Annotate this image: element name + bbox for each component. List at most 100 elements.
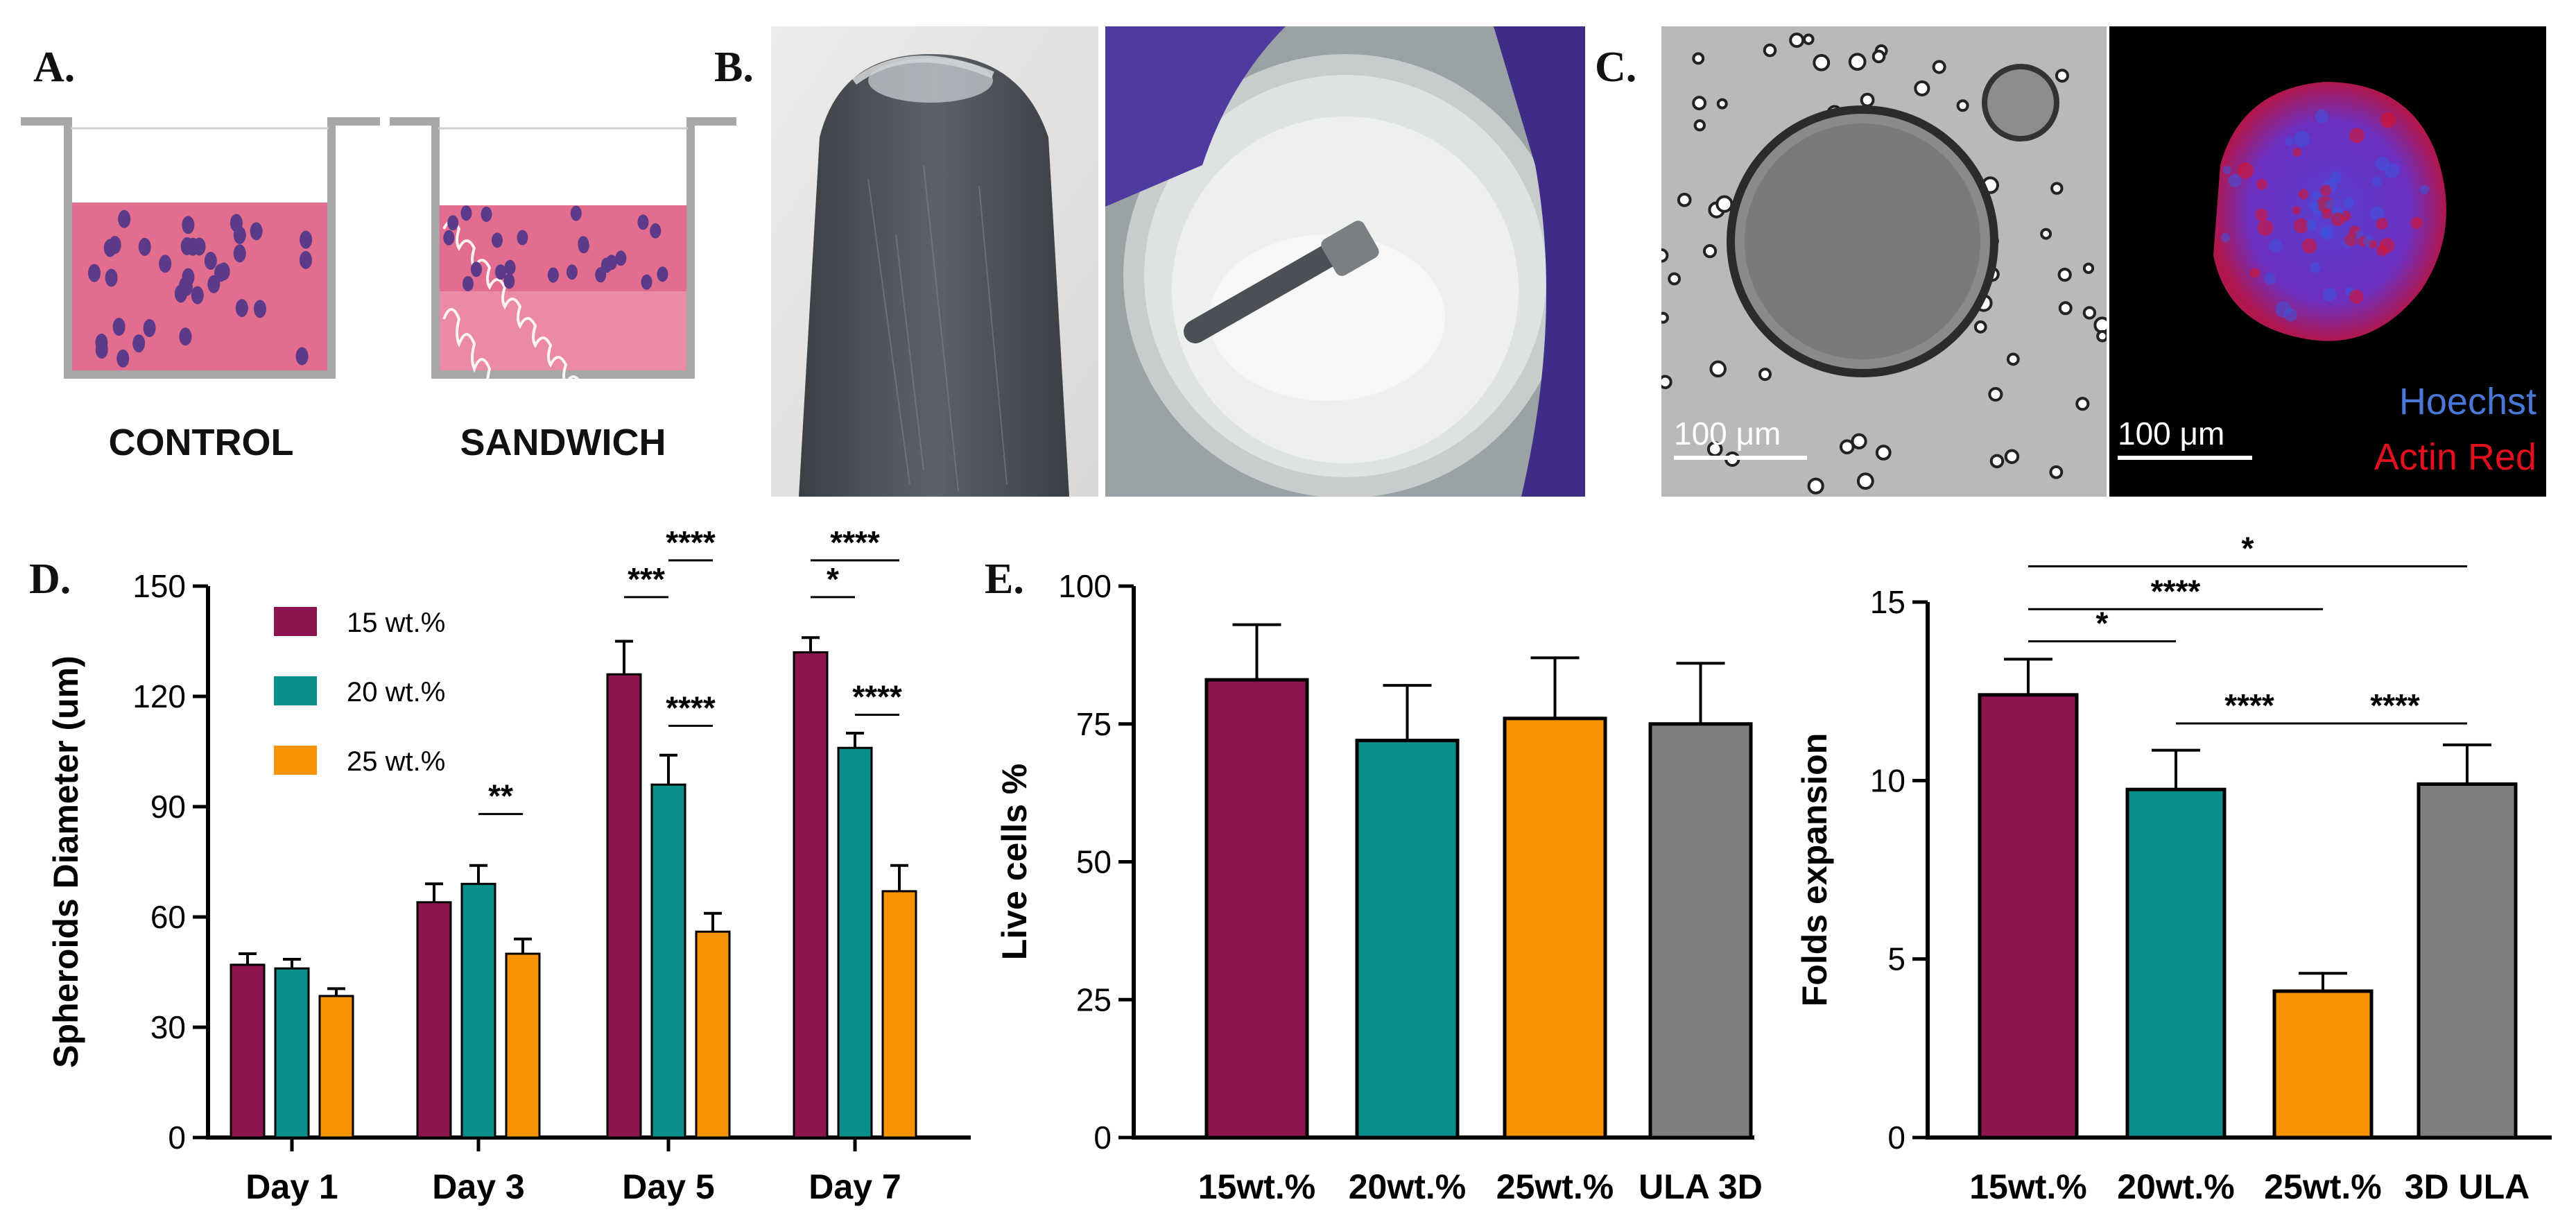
hoechst-label: Hoechst <box>2398 381 2536 422</box>
single-cell <box>1702 244 1718 259</box>
chart-e2-significance-label: **** <box>2224 687 2274 723</box>
single-cell <box>2082 306 2097 320</box>
single-cell <box>1875 445 1892 461</box>
panel-a-letter: A. <box>33 44 76 91</box>
cell-dot <box>95 341 108 359</box>
fluorescent-spot <box>2325 200 2335 210</box>
cell-dot <box>570 205 582 221</box>
control-well-outline <box>21 117 380 379</box>
chart-e1-y-tick-label: 25 <box>1076 981 1112 1018</box>
cell-dot <box>547 267 559 283</box>
chart-d-bar <box>274 967 310 1139</box>
single-cell <box>2050 182 2064 195</box>
cell-dot <box>462 276 474 292</box>
chart-d-bar <box>505 952 541 1139</box>
chart-e2-significance-label: **** <box>2151 573 2201 609</box>
hydrogel-jar-photo <box>1105 26 1585 497</box>
cell-dot <box>235 299 248 318</box>
control-label: CONTROL <box>109 422 294 463</box>
sandwich-cells <box>443 205 668 292</box>
single-cell <box>1851 433 1867 449</box>
fluorescent-spot <box>2312 191 2321 200</box>
single-cell <box>2055 69 2069 83</box>
single-cell <box>2049 465 2064 479</box>
cell-dot <box>470 261 482 277</box>
fluorescent-spot <box>2343 197 2355 209</box>
cell-dot <box>191 286 204 304</box>
single-cell <box>1706 441 1723 457</box>
fluorescent-spot <box>2294 130 2310 147</box>
hydrogel-spatula-photo <box>771 26 1098 497</box>
cell-dot <box>132 334 146 353</box>
single-cell <box>2058 301 2073 316</box>
cell-dot <box>615 250 627 266</box>
cell-dot <box>566 264 578 280</box>
actin-red-label: Actin Red <box>2374 436 2536 478</box>
chart-e1-y-tick-label: 100 <box>1058 568 1112 604</box>
chart-d-legend-label: 15 wt.% <box>347 608 445 638</box>
chart-d-significance-label: * <box>827 561 839 597</box>
fluorescent-spot <box>2370 206 2385 221</box>
fluorescent-spot <box>2237 162 2254 179</box>
single-cell <box>1763 43 1777 58</box>
cell-dot <box>460 205 472 221</box>
control-well <box>21 117 380 379</box>
cell-dot <box>112 318 126 336</box>
cell-dot <box>159 255 172 273</box>
fluorescent-spot <box>2292 148 2302 157</box>
brightfield-spheroid-image: 100 μm <box>1661 26 2107 497</box>
cell-dot <box>300 230 313 249</box>
single-cell <box>1661 375 1672 390</box>
fluorescent-spot <box>2228 174 2242 187</box>
chart-d-legend-swatch <box>274 607 317 636</box>
chart-d-y-tick-label: 30 <box>150 1009 186 1045</box>
chart-d-bar <box>695 930 731 1139</box>
fluorescent-spot <box>2349 289 2364 304</box>
chart-e2-x-tick-label: 25wt.% <box>2264 1167 2382 1206</box>
chart-d-significance-label: ** <box>488 778 513 814</box>
single-cell <box>1932 60 1946 74</box>
hydrogel-fiber <box>442 220 674 499</box>
chart-e2-y-tick-label: 15 <box>1870 584 1905 620</box>
single-cell <box>2096 329 2107 343</box>
cell-dot <box>233 225 246 244</box>
sandwich-label: SANDWICH <box>460 422 666 463</box>
fluorescent-spot <box>2320 185 2332 196</box>
fluorescent-spot <box>2263 272 2276 285</box>
chart-e1-x-tick-label: 15wt.% <box>1198 1167 1316 1206</box>
chart-d-legend-label: 20 wt.% <box>347 677 445 707</box>
panel-c-letter: C. <box>1595 44 1637 91</box>
chart-e2-significance-label: **** <box>2370 687 2420 723</box>
fluorescent-spot <box>2330 171 2342 183</box>
fluorescent-spot <box>2220 232 2230 243</box>
single-cell <box>2075 397 2090 411</box>
fluorescent-spot <box>2331 212 2345 227</box>
chart-e2-significance-label: * <box>2096 606 2109 642</box>
chart-d-bar <box>650 783 686 1139</box>
chart-e1-x-tick-label: 20wt.% <box>1349 1167 1467 1206</box>
cell-dot <box>182 268 195 286</box>
single-cell <box>1692 52 1705 65</box>
single-cell <box>1715 195 1734 213</box>
cell-dot <box>217 262 230 281</box>
fluorescent-spot <box>2308 200 2319 211</box>
cell-dot <box>179 327 192 346</box>
fluorescent-spot <box>2301 238 2317 254</box>
single-cell <box>1872 49 1886 64</box>
fluorescent-spot <box>2371 176 2383 187</box>
chart-e2-x-tick-label: 3D ULA <box>2405 1167 2530 1206</box>
chart-e2-y-tick-label: 5 <box>1887 941 1905 977</box>
single-cell <box>2040 228 2052 240</box>
cell-dot <box>504 259 516 275</box>
chart-e2-x-tick-label: 20wt.% <box>2117 1167 2235 1206</box>
chart-e2-y-tick-label: 10 <box>1870 762 1905 798</box>
chart-e1-y-axis-label: Live cells % <box>995 764 1034 961</box>
fluorescent-spot <box>2410 216 2423 229</box>
chart-e-live-cells: 0 25 50 75 100 Live cells % 15wt.% 20wt.% 25wt.%… <box>995 568 1763 1206</box>
scalebar-label-right: 100 μm <box>2118 415 2225 452</box>
fluorescent-spot <box>2285 137 2294 146</box>
chart-d-x-tick-label: Day 1 <box>245 1167 338 1206</box>
cell-dot <box>116 349 130 368</box>
fluorescent-spot <box>2376 217 2388 230</box>
